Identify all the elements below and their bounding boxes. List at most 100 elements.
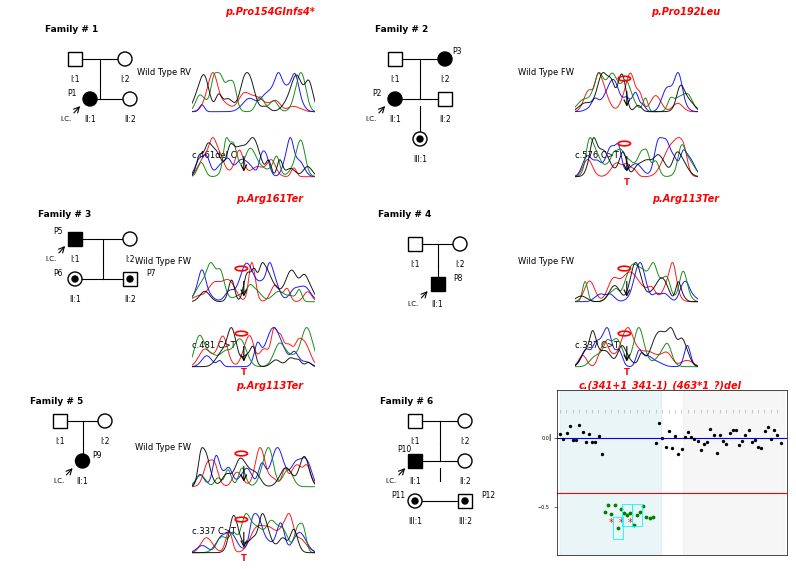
Point [768, 425, 781, 434]
Text: P5: P5 [53, 226, 63, 236]
Point [685, 432, 697, 442]
Point [646, 512, 659, 521]
Bar [431, 277, 444, 291]
Text: |: | [693, 409, 695, 413]
Text: Family # 6: Family # 6 [380, 397, 433, 406]
Text: I.C.: I.C. [45, 256, 57, 262]
Point [637, 501, 650, 510]
Bar [683, 390, 784, 555]
Circle shape [458, 414, 472, 428]
Text: I:1: I:1 [70, 75, 80, 84]
Bar [388, 52, 402, 66]
Text: |: | [726, 409, 727, 413]
Point [656, 434, 669, 443]
Point [739, 431, 752, 440]
Text: I:1: I:1 [410, 437, 419, 446]
Text: Family # 4: Family # 4 [378, 209, 431, 218]
Text: |: | [707, 409, 708, 413]
Text: |: | [604, 409, 606, 413]
Circle shape [412, 498, 418, 504]
Point [716, 437, 729, 446]
Text: l: l [548, 434, 551, 443]
Point [611, 523, 624, 533]
Text: *: * [609, 518, 614, 529]
Text: c.461del C: c.461del C [192, 151, 236, 160]
Text: I.C.: I.C. [408, 301, 419, 307]
Text: *: * [618, 518, 623, 529]
Point [681, 427, 694, 436]
Point [608, 501, 621, 510]
Text: |: | [668, 409, 669, 413]
Text: |: | [758, 409, 759, 413]
Bar [560, 390, 661, 555]
Point [653, 418, 665, 427]
Circle shape [118, 52, 132, 66]
Text: P7: P7 [146, 269, 155, 278]
Point [746, 438, 759, 447]
Text: II:2: II:2 [124, 295, 136, 304]
Point [627, 520, 640, 529]
Text: c.337 C>T: c.337 C>T [575, 341, 618, 350]
Text: I:2: I:2 [125, 255, 135, 264]
Text: II:2: II:2 [439, 115, 451, 124]
Circle shape [462, 498, 468, 504]
Point [618, 509, 630, 518]
Text: II:2: II:2 [459, 477, 471, 486]
Text: P3: P3 [452, 47, 462, 56]
Circle shape [123, 232, 137, 246]
Text: II:1: II:1 [389, 115, 401, 124]
Point [554, 430, 567, 439]
Point [755, 443, 768, 452]
Point [720, 439, 732, 448]
Text: |: | [655, 409, 657, 413]
Point [650, 439, 662, 448]
Circle shape [417, 136, 423, 142]
Text: II:2: II:2 [124, 115, 136, 124]
Text: |: | [611, 409, 612, 413]
Text: |: | [585, 409, 587, 413]
Point [736, 436, 749, 445]
Text: I.C.: I.C. [365, 116, 377, 122]
Text: T: T [241, 554, 247, 563]
Text: I:1: I:1 [390, 75, 400, 84]
Text: |: | [777, 409, 778, 413]
Text: T: T [241, 368, 247, 377]
Bar [408, 237, 422, 251]
Point [697, 439, 710, 448]
Point [694, 446, 707, 455]
Point [749, 435, 762, 444]
Text: T: T [624, 368, 630, 377]
Text: I:1: I:1 [55, 437, 64, 446]
Point [771, 431, 784, 440]
Circle shape [68, 272, 82, 286]
Text: *: * [628, 518, 633, 529]
Point [743, 426, 755, 435]
Point [560, 428, 573, 438]
Point [605, 509, 618, 518]
Point [752, 443, 765, 452]
Text: p.Arg113Ter: p.Arg113Ter [653, 194, 720, 204]
Text: I:2: I:2 [455, 260, 465, 269]
Point [640, 512, 653, 521]
Text: Family # 5: Family # 5 [30, 397, 84, 406]
Point [669, 432, 681, 441]
Circle shape [388, 92, 402, 106]
Text: |: | [751, 409, 752, 413]
Point [678, 432, 691, 441]
Text: I.C.: I.C. [60, 116, 72, 122]
Text: c.(341+1_341-1)_(463*1_?)del: c.(341+1_341-1)_(463*1_?)del [579, 381, 742, 391]
Text: II:1: II:1 [76, 477, 88, 486]
Text: |: | [572, 409, 574, 413]
Point [713, 431, 726, 440]
Point [592, 431, 605, 440]
Text: |: | [649, 409, 650, 413]
Point [570, 435, 583, 444]
Point [564, 421, 576, 430]
Text: II:1: II:1 [69, 295, 81, 304]
Text: c.576 C>T: c.576 C>T [575, 151, 618, 160]
Circle shape [123, 92, 137, 106]
Point [630, 510, 643, 519]
Point [665, 444, 678, 453]
Circle shape [438, 52, 452, 66]
Text: |: | [617, 409, 618, 413]
